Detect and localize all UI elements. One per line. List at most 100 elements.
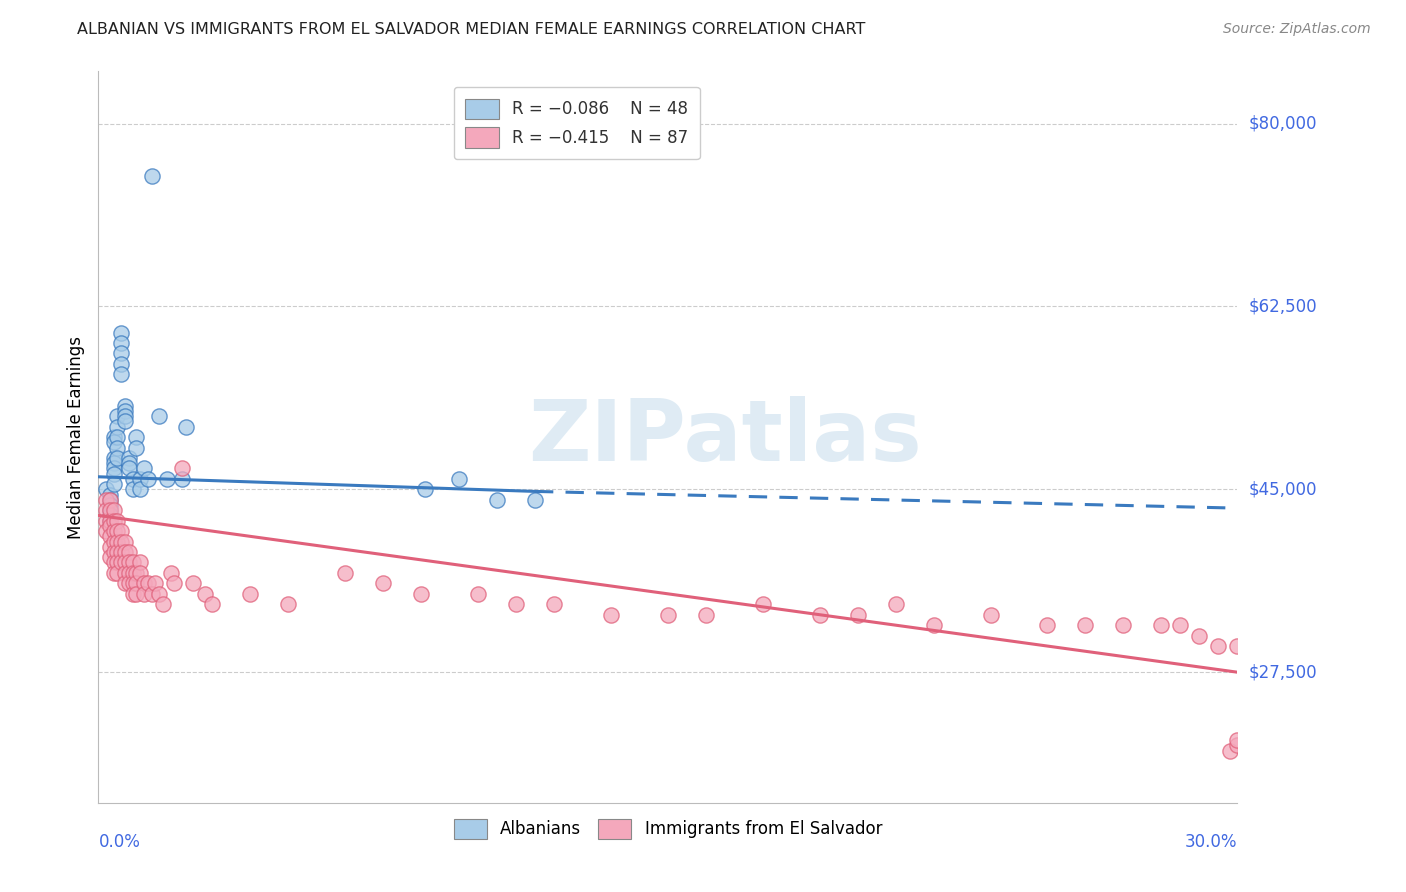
Point	[600, 607, 623, 622]
Point	[136, 576, 159, 591]
Point	[132, 461, 155, 475]
Point	[132, 576, 155, 591]
Point	[98, 487, 121, 501]
Point	[110, 545, 132, 559]
Point	[141, 587, 163, 601]
Point	[121, 556, 143, 570]
Point	[107, 409, 129, 424]
Text: $27,500: $27,500	[1249, 663, 1317, 681]
Y-axis label: Median Female Earnings: Median Female Earnings	[66, 335, 84, 539]
Point	[125, 441, 148, 455]
Point	[1226, 639, 1249, 653]
Point	[103, 450, 125, 465]
Point	[98, 498, 121, 512]
Point	[505, 597, 527, 611]
Point	[107, 450, 129, 465]
Point	[125, 430, 148, 444]
Point	[114, 404, 136, 418]
Legend: Albanians, Immigrants from El Salvador: Albanians, Immigrants from El Salvador	[447, 812, 889, 846]
Point	[118, 566, 141, 580]
Point	[163, 576, 186, 591]
Point	[98, 540, 121, 554]
Point	[114, 556, 136, 570]
Point	[657, 607, 679, 622]
Point	[103, 566, 125, 580]
Point	[107, 514, 129, 528]
Point	[1208, 639, 1230, 653]
Point	[103, 435, 125, 450]
Text: Source: ZipAtlas.com: Source: ZipAtlas.com	[1223, 22, 1371, 37]
Point	[98, 503, 121, 517]
Point	[148, 409, 170, 424]
Point	[449, 472, 471, 486]
Point	[98, 529, 121, 543]
Point	[107, 545, 129, 559]
Point	[110, 524, 132, 538]
Point	[884, 597, 907, 611]
Point	[110, 326, 132, 340]
Point	[335, 566, 357, 580]
Point	[159, 566, 181, 580]
Point	[156, 472, 179, 486]
Point	[103, 545, 125, 559]
Point	[103, 477, 125, 491]
Point	[114, 409, 136, 424]
Point	[94, 514, 117, 528]
Text: 0.0%: 0.0%	[98, 833, 141, 851]
Point	[118, 556, 141, 570]
Point	[486, 492, 509, 507]
Point	[103, 556, 125, 570]
Point	[107, 441, 129, 455]
Point	[103, 514, 125, 528]
Point	[114, 545, 136, 559]
Point	[98, 492, 121, 507]
Text: ZIPatlas: ZIPatlas	[527, 395, 922, 479]
Point	[103, 534, 125, 549]
Point	[201, 597, 224, 611]
Point	[1112, 618, 1135, 632]
Point	[94, 483, 117, 497]
Point	[979, 607, 1001, 622]
Point	[114, 576, 136, 591]
Point	[239, 587, 262, 601]
Text: $62,500: $62,500	[1249, 297, 1317, 316]
Point	[1219, 743, 1241, 757]
Point	[118, 545, 141, 559]
Point	[118, 461, 141, 475]
Point	[118, 576, 141, 591]
Point	[125, 587, 148, 601]
Point	[752, 597, 775, 611]
Point	[129, 556, 152, 570]
Point	[413, 483, 436, 497]
Point	[110, 534, 132, 549]
Point	[121, 587, 143, 601]
Point	[152, 597, 174, 611]
Point	[121, 472, 143, 486]
Point	[141, 169, 163, 183]
Point	[129, 566, 152, 580]
Point	[922, 618, 945, 632]
Point	[129, 483, 152, 497]
Point	[114, 534, 136, 549]
Point	[98, 514, 121, 528]
Point	[114, 414, 136, 428]
Point	[846, 607, 869, 622]
Point	[121, 566, 143, 580]
Point	[103, 503, 125, 517]
Point	[110, 336, 132, 351]
Point	[107, 556, 129, 570]
Point	[1150, 618, 1173, 632]
Point	[98, 519, 121, 533]
Point	[110, 556, 132, 570]
Point	[114, 399, 136, 413]
Point	[107, 534, 129, 549]
Point	[110, 368, 132, 382]
Point	[277, 597, 299, 611]
Text: 30.0%: 30.0%	[1185, 833, 1237, 851]
Point	[121, 483, 143, 497]
Point	[1036, 618, 1059, 632]
Point	[98, 492, 121, 507]
Point	[1170, 618, 1192, 632]
Point	[103, 461, 125, 475]
Point	[110, 346, 132, 360]
